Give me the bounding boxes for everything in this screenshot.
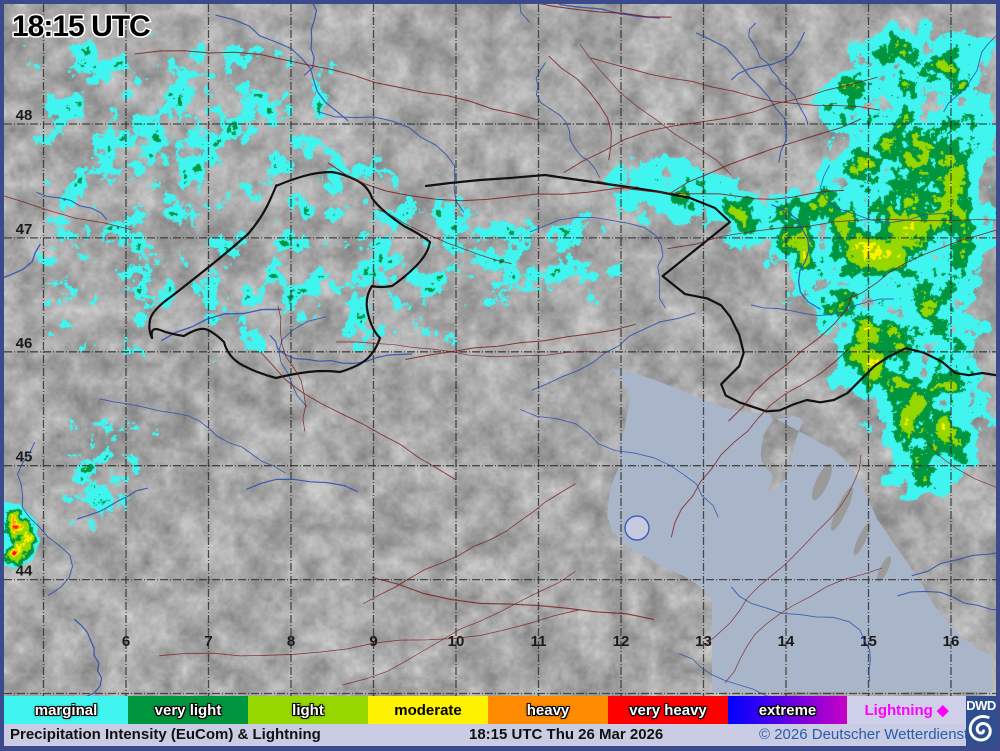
svg-text:7: 7 <box>204 633 212 650</box>
svg-text:11: 11 <box>531 633 547 650</box>
svg-text:16: 16 <box>943 633 960 650</box>
svg-text:8: 8 <box>287 633 295 650</box>
svg-text:9: 9 <box>369 633 377 650</box>
svg-text:10: 10 <box>448 633 465 650</box>
svg-text:47: 47 <box>16 221 33 238</box>
svg-text:48: 48 <box>16 107 33 124</box>
svg-text:14: 14 <box>778 633 795 650</box>
svg-text:46: 46 <box>16 335 33 352</box>
svg-text:12: 12 <box>613 633 630 650</box>
svg-text:44: 44 <box>16 563 33 580</box>
svg-text:6: 6 <box>122 633 130 650</box>
